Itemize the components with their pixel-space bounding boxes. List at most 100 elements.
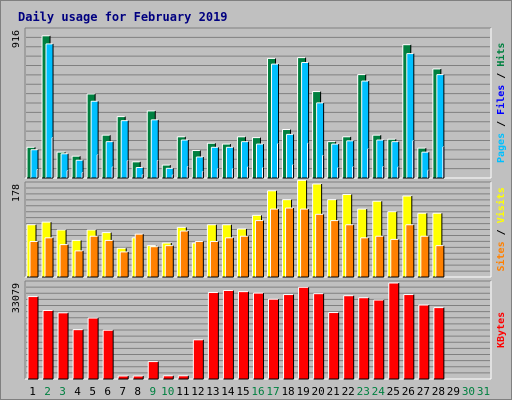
bar-sites-day-25 <box>390 239 399 277</box>
bar-pages-day-1 <box>31 149 38 178</box>
day-label-6: 6 <box>104 385 111 398</box>
bar-kbytes-day-23 <box>358 297 369 379</box>
bar-pages-day-24 <box>376 140 384 178</box>
bar-sites-day-20 <box>315 214 324 277</box>
bar-kbytes-day-3 <box>58 312 69 379</box>
bar-sites-day-2 <box>45 237 54 277</box>
bar-kbytes-day-28 <box>433 307 444 379</box>
bar-sites-day-21 <box>330 220 339 277</box>
legend-entry: Sites <box>495 241 507 271</box>
day-label-14: 14 <box>221 385 235 398</box>
bar-pages-day-3 <box>61 153 69 178</box>
bar-kbytes-day-13 <box>208 292 219 379</box>
bar-kbytes-day-22 <box>343 295 354 379</box>
bar-pages-day-25 <box>391 141 399 178</box>
day-label-28: 28 <box>432 385 445 398</box>
bar-kbytes-day-4 <box>73 329 84 379</box>
day-label-27: 27 <box>417 385 430 398</box>
bar-sites-day-5 <box>90 236 99 277</box>
bar-pages-day-22 <box>346 140 354 178</box>
legend-entry: Visits <box>495 187 507 223</box>
day-label-30: 30 <box>462 385 475 398</box>
day-label-3: 3 <box>59 385 66 398</box>
bar-sites-day-3 <box>60 244 69 277</box>
bar-pages-day-28 <box>436 74 444 178</box>
legend-entry: Files <box>495 85 507 115</box>
bar-sites-day-26 <box>405 224 414 277</box>
panel-top-legend: Pages / Files / Hits <box>495 43 507 163</box>
bar-pages-day-15 <box>241 141 249 178</box>
bar-pages-day-13 <box>211 147 219 178</box>
bar-pages-day-19 <box>301 62 309 178</box>
bar-pages-day-7 <box>121 120 129 178</box>
day-label-16: 16 <box>251 385 264 398</box>
legend-entry: Hits <box>495 43 507 67</box>
legend-entry: / <box>496 223 507 241</box>
bar-kbytes-day-19 <box>298 287 309 379</box>
bar-kbytes-day-17 <box>268 299 279 379</box>
bar-sites-day-12 <box>195 241 204 277</box>
bar-visits-day-28 <box>432 213 442 277</box>
legend-entry: / <box>496 67 507 85</box>
bar-pages-day-9 <box>151 119 159 178</box>
day-label-8: 8 <box>134 385 141 398</box>
bar-kbytes-day-6 <box>103 330 114 379</box>
bar-sites-day-13 <box>210 241 219 277</box>
day-label-17: 17 <box>266 385 279 398</box>
bar-sites-day-23 <box>360 237 369 277</box>
day-label-13: 13 <box>206 385 219 398</box>
panel-middle-legend: Sites / Visits <box>495 187 507 271</box>
bar-sites-day-18 <box>285 208 294 277</box>
bar-kbytes-day-12 <box>193 339 204 379</box>
bar-pages-day-21 <box>331 144 339 178</box>
bar-kbytes-day-20 <box>313 293 324 379</box>
bar-pages-day-26 <box>406 53 414 178</box>
day-label-12: 12 <box>191 385 204 398</box>
bar-sites-day-24 <box>375 236 384 277</box>
day-label-31: 31 <box>477 385 490 398</box>
bar-pages-day-18 <box>286 134 294 178</box>
bar-pages-day-10 <box>166 168 174 178</box>
bar-pages-day-12 <box>196 156 204 178</box>
bar-pages-day-5 <box>91 101 99 178</box>
day-label-18: 18 <box>281 385 294 398</box>
bar-sites-day-27 <box>420 236 429 277</box>
bar-kbytes-day-5 <box>88 318 99 379</box>
bar-sites-day-17 <box>270 209 279 277</box>
legend-entry: Pages <box>496 133 507 163</box>
day-label-26: 26 <box>402 385 415 398</box>
bar-sites-day-16 <box>255 220 264 277</box>
day-label-9: 9 <box>149 385 156 398</box>
bar-kbytes-day-7 <box>118 376 129 379</box>
day-label-7: 7 <box>119 385 126 398</box>
bar-kbytes-day-18 <box>283 294 294 379</box>
day-label-10: 10 <box>161 385 174 398</box>
bar-pages-day-11 <box>181 140 189 178</box>
bar-sites-day-9 <box>150 246 159 277</box>
bar-sites-day-4 <box>75 250 84 277</box>
day-label-5: 5 <box>89 385 96 398</box>
day-label-29: 29 <box>447 385 460 398</box>
bar-kbytes-day-15 <box>238 291 249 379</box>
bar-sites-day-11 <box>180 231 189 277</box>
bar-sites-day-22 <box>345 224 354 277</box>
panel-top-max-label: 916 <box>11 30 22 48</box>
day-label-25: 25 <box>387 385 400 398</box>
bar-kbytes-day-10 <box>163 375 174 379</box>
day-label-24: 24 <box>372 385 386 398</box>
bar-sites-day-8 <box>135 234 144 277</box>
bar-kbytes-day-24 <box>373 300 384 379</box>
bar-pages-day-17 <box>271 64 279 178</box>
panel-bottom-legend: KBytes <box>496 312 507 348</box>
bar-pages-day-6 <box>106 141 114 178</box>
bar-pages-day-16 <box>256 144 264 178</box>
day-label-2: 2 <box>44 385 51 398</box>
bar-sites-day-14 <box>225 237 234 277</box>
legend-entry: KBytes <box>496 312 507 348</box>
chart-title: Daily usage for February 2019 <box>18 10 228 24</box>
bar-kbytes-day-25 <box>388 283 399 379</box>
bar-kbytes-day-21 <box>328 312 339 379</box>
panel-bottom-max-label: 33079 <box>11 283 22 313</box>
